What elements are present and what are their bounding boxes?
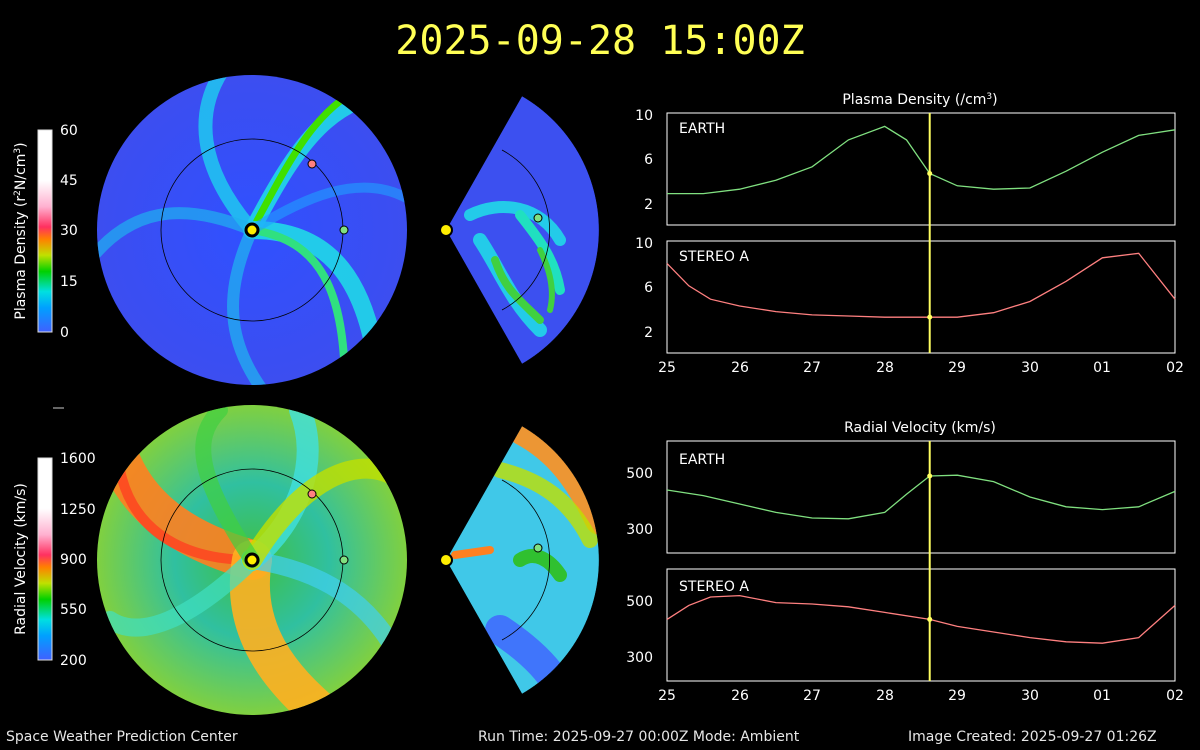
density-tick-60: 60 xyxy=(60,123,78,139)
density-xtick: 25 xyxy=(658,360,676,376)
density-xtick: 27 xyxy=(803,360,821,376)
velocity-earth-label: EARTH xyxy=(679,452,725,468)
density-meridional-wedge xyxy=(439,95,600,365)
density-earth-yticks: 10 6 2 xyxy=(635,108,653,213)
density-chart-title: Plasma Density (/cm3) xyxy=(842,92,997,108)
density-ecliptic-map xyxy=(97,75,407,385)
velocity-earth-ytick: 300 xyxy=(626,522,653,538)
velocity-xtick: 01 xyxy=(1093,688,1111,704)
density-xtick: 26 xyxy=(731,360,749,376)
velocity-colorbar: Radial Velocity (km/s) 1600 1250 900 550… xyxy=(13,451,96,669)
sun-icon xyxy=(439,553,453,567)
velocity-xtick: 30 xyxy=(1021,688,1039,704)
velocity-xtick: 27 xyxy=(803,688,821,704)
velocity-stereo-label: STEREO A xyxy=(679,579,749,595)
velocity-stereo-yticks: 500 300 xyxy=(626,594,653,666)
velocity-xtick: 02 xyxy=(1166,688,1184,704)
density-colorbar: Plasma Density (r2N/cm3) 60 45 30 15 0 xyxy=(13,123,78,341)
velocity-earth-current-point xyxy=(927,473,933,479)
velocity-stereo-ytick: 300 xyxy=(626,650,653,666)
velocity-tick-1600: 1600 xyxy=(60,451,96,467)
footer-image-created: Image Created: 2025-09-27 01:26Z xyxy=(908,729,1157,745)
velocity-ecliptic-map xyxy=(97,405,407,715)
sun-icon xyxy=(244,222,260,238)
sun-icon xyxy=(439,223,453,237)
density-stereo-ytick: 10 xyxy=(635,236,653,252)
density-earth-ytick: 6 xyxy=(644,152,653,168)
velocity-meridional-wedge xyxy=(439,425,600,695)
density-tick-45: 45 xyxy=(60,173,78,189)
velocity-stereo-series-line xyxy=(666,594,1176,644)
density-stereo-ytick: 6 xyxy=(644,280,653,296)
velocity-earth-series-line xyxy=(666,474,1176,520)
density-stereo-yticks: 10 6 2 xyxy=(635,236,653,341)
density-xtick: 02 xyxy=(1166,360,1184,376)
density-earth-series-line xyxy=(667,125,1176,195)
velocity-tick-900: 900 xyxy=(60,552,87,568)
velocity-earth-yticks: 500 300 xyxy=(626,466,653,538)
velocity-timeseries: Radial Velocity (km/s) 500 300 500 300 E… xyxy=(626,420,1184,704)
density-earth-label: EARTH xyxy=(679,121,725,137)
velocity-xticks: 25 26 27 28 29 30 01 02 xyxy=(658,688,1184,704)
density-xticks: 25 26 27 28 29 30 01 02 xyxy=(658,360,1184,376)
density-stereo-series-line xyxy=(666,252,1176,318)
velocity-chart-title: Radial Velocity (km/s) xyxy=(844,420,996,436)
footer-organization: Space Weather Prediction Center xyxy=(6,729,238,745)
velocity-colorbar-label: Radial Velocity (km/s) xyxy=(13,483,29,635)
velocity-tick-200: 200 xyxy=(60,653,87,669)
earth-marker xyxy=(339,555,349,565)
velocity-xtick: 28 xyxy=(876,688,894,704)
velocity-earth-panel xyxy=(666,440,1176,554)
density-xtick: 01 xyxy=(1093,360,1111,376)
velocity-tick-1250: 1250 xyxy=(60,502,96,518)
velocity-earth-ytick: 500 xyxy=(626,466,653,482)
velocity-xtick: 25 xyxy=(658,688,676,704)
density-stereo-label: STEREO A xyxy=(679,249,749,265)
velocity-xtick: 29 xyxy=(948,688,966,704)
density-tick-15: 15 xyxy=(60,274,78,290)
density-xtick: 30 xyxy=(1021,360,1039,376)
density-tick-30: 30 xyxy=(60,223,78,239)
forecast-time-title: 2025-09-28 15:00Z xyxy=(395,18,805,64)
density-stereo-panel xyxy=(666,240,1176,354)
velocity-tick-550: 550 xyxy=(60,602,87,618)
earth-marker xyxy=(533,543,543,553)
density-stereo-current-point xyxy=(927,314,933,320)
velocity-xtick: 26 xyxy=(731,688,749,704)
stereo-a-marker xyxy=(307,489,317,499)
velocity-stereo-ytick: 500 xyxy=(626,594,653,610)
velocity-stereo-panel xyxy=(666,568,1176,682)
earth-marker xyxy=(533,213,543,223)
footer-run-time: Run Time: 2025-09-27 00:00Z Mode: Ambien… xyxy=(478,729,800,745)
earth-marker xyxy=(339,225,349,235)
sun-icon xyxy=(244,552,260,568)
density-xtick: 28 xyxy=(876,360,894,376)
density-earth-ytick: 2 xyxy=(644,197,653,213)
stereo-a-marker xyxy=(307,159,317,169)
density-earth-current-point xyxy=(927,170,933,176)
density-earth-panel xyxy=(666,112,1176,226)
density-xtick: 29 xyxy=(948,360,966,376)
density-tick-0: 0 xyxy=(60,325,69,341)
velocity-stereo-current-point xyxy=(927,616,933,622)
density-colorbar-label: Plasma Density (r2N/cm3) xyxy=(13,142,29,319)
density-stereo-ytick: 2 xyxy=(644,325,653,341)
density-earth-ytick: 10 xyxy=(635,108,653,124)
density-timeseries: Plasma Density (/cm3) 10 6 2 10 6 2 EART… xyxy=(635,92,1184,376)
